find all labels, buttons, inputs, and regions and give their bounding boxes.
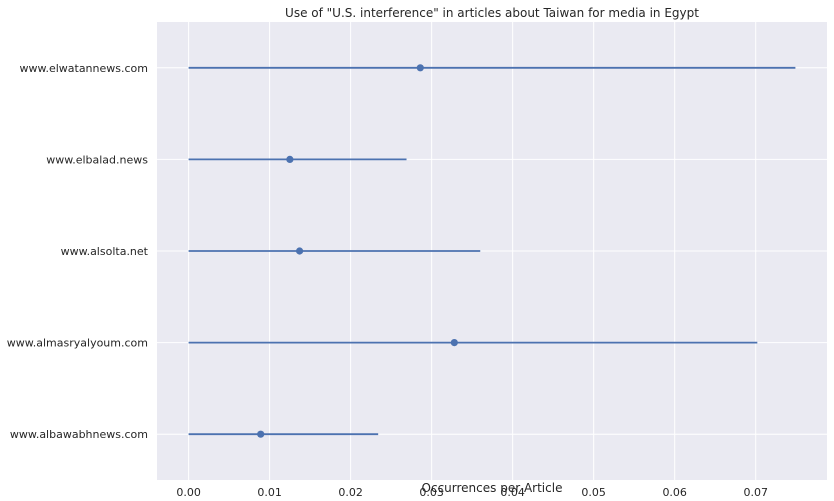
x-tick-label: 0.02 xyxy=(338,486,363,499)
y-tick-label: www.elbalad.news xyxy=(46,153,148,166)
x-axis-label: Occurrences per Article xyxy=(422,481,563,495)
chart-title: Use of "U.S. interference" in articles a… xyxy=(285,6,699,20)
y-tick-labels: www.elwatannews.com www.elbalad.news www.a… xyxy=(7,62,149,441)
y-tick-label: www.albawabhnews.com xyxy=(10,428,148,441)
y-tick-label: www.elwatannews.com xyxy=(19,62,148,75)
data-point xyxy=(257,430,265,438)
data-point xyxy=(416,64,424,72)
data-point xyxy=(450,339,458,347)
y-tick-label: www.alsolta.net xyxy=(61,245,149,258)
x-tick-label: 0.06 xyxy=(662,486,687,499)
x-tick-label: 0.04 xyxy=(500,486,525,499)
x-tick-labels: 0.00 0.01 0.02 0.03 0.04 0.05 0.06 0.07 xyxy=(176,486,768,499)
y-tick-label: www.almasryalyoum.com xyxy=(7,337,148,350)
x-tick-label: 0.00 xyxy=(176,486,201,499)
x-tick-label: 0.05 xyxy=(581,486,606,499)
x-tick-label: 0.01 xyxy=(257,486,282,499)
data-point xyxy=(286,155,294,163)
x-tick-label: 0.07 xyxy=(743,486,768,499)
x-tick-label: 0.03 xyxy=(419,486,444,499)
error-bars xyxy=(188,64,796,438)
data-point xyxy=(295,247,304,255)
